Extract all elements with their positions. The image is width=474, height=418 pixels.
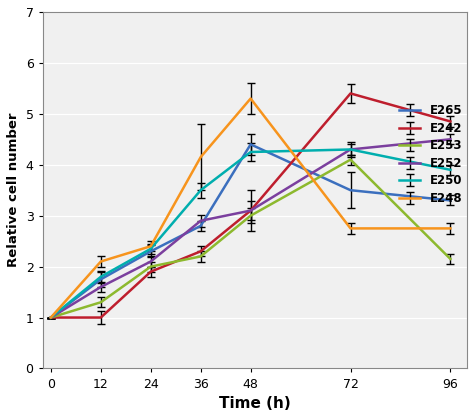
X-axis label: Time (h): Time (h) <box>219 396 291 411</box>
Legend: E265, E242, E253, E252, E250, E248: E265, E242, E253, E252, E250, E248 <box>394 99 467 209</box>
Y-axis label: Relative cell number: Relative cell number <box>7 113 20 268</box>
